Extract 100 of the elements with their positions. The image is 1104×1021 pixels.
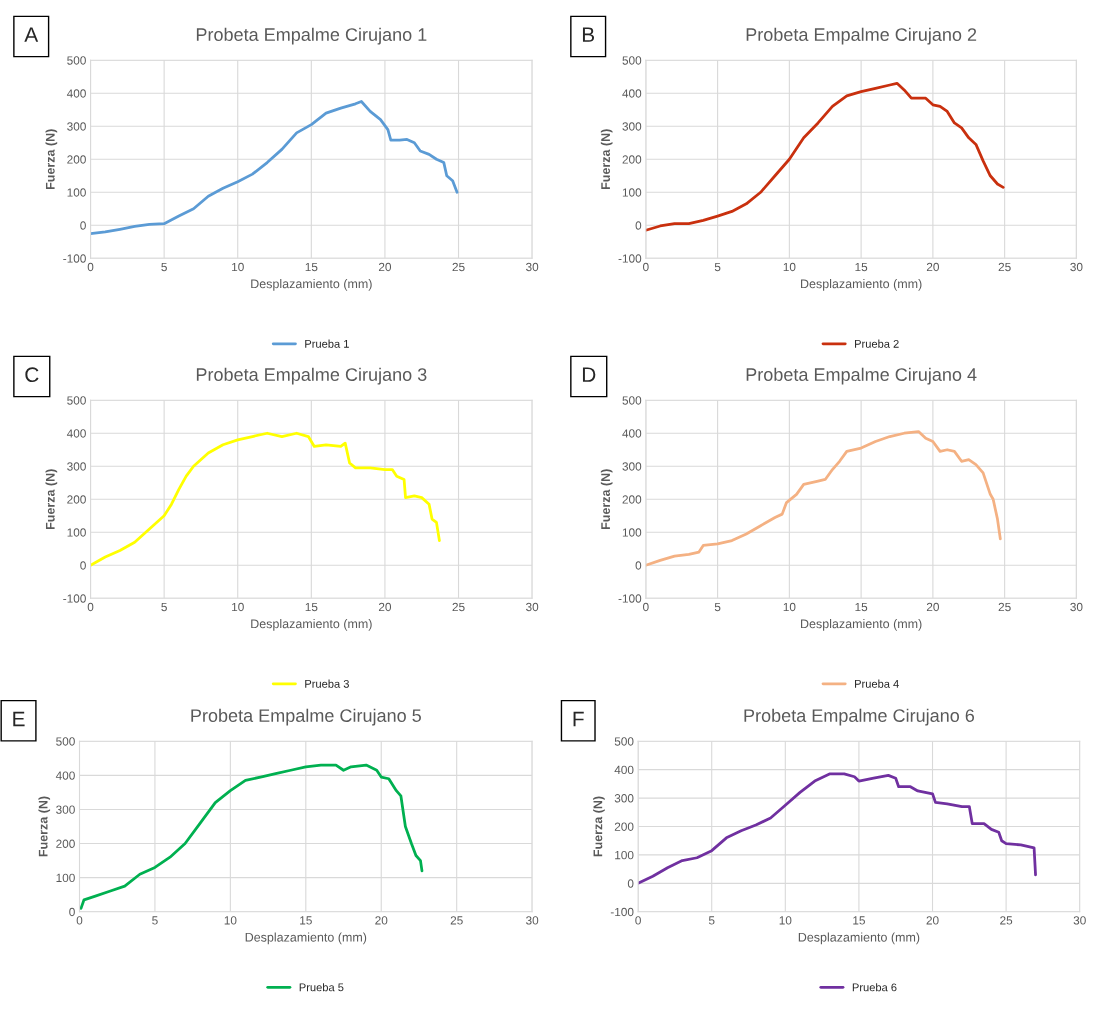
x-tick-label: 20	[926, 602, 939, 612]
y-tick-label: 300	[622, 122, 642, 131]
y-tick-label: 200	[622, 495, 642, 504]
y-tick-label: 100	[67, 188, 86, 197]
x-tick-label: 20	[378, 262, 392, 272]
x-axis-title: Desplazamiento (mm)	[245, 932, 367, 945]
x-tick-label: 10	[232, 262, 244, 272]
x-axis-title: Desplazamiento (mm)	[798, 932, 920, 945]
x-tick-label: 25	[452, 262, 465, 272]
x-tick-label: 30	[526, 262, 539, 272]
y-tick-label: 100	[56, 873, 75, 883]
x-tick-label: 25	[998, 602, 1011, 612]
y-tick-label: 0	[80, 221, 86, 230]
x-tick-label: 5	[708, 916, 715, 925]
x-tick-label: 15	[300, 916, 312, 925]
x-tick-label: 15	[855, 262, 868, 272]
y-tick-label: 200	[622, 155, 642, 164]
line-series	[638, 772, 1037, 885]
x-tick-label: 30	[1070, 602, 1083, 612]
legend-label: Prueba 1	[305, 339, 349, 348]
x-axis-title: Desplazamiento (mm)	[251, 279, 372, 291]
text: E	[13, 711, 25, 727]
y-tick-label: 500	[56, 737, 75, 746]
x-tick-label: 0	[87, 602, 94, 612]
x-tick-label: 0	[87, 262, 94, 272]
y-tick-label: -100	[618, 254, 642, 263]
x-tick-label: 30	[1073, 916, 1086, 925]
y-tick-label: 400	[55, 771, 75, 780]
y-tick-label: 300	[622, 462, 642, 471]
y-tick-label: 100	[615, 850, 634, 860]
y-tick-label: 200	[614, 822, 634, 831]
x-tick-label: 15	[853, 916, 865, 925]
chart-title: Probeta Empalme Cirujano 4	[746, 367, 977, 385]
y-axis-title: Fuerza (N)	[45, 129, 58, 189]
chart-title: Probeta Empalme Cirujano 1	[196, 27, 427, 45]
y-tick-label: 500	[614, 737, 634, 746]
x-axis-title: Desplazamiento (mm)	[801, 619, 922, 631]
y-tick-label: 500	[67, 396, 86, 405]
y-tick-label: 0	[80, 561, 86, 570]
y-tick-label: 100	[622, 188, 642, 197]
text: D	[582, 367, 596, 382]
y-tick-label: 200	[67, 495, 86, 504]
y-tick-label: 400	[66, 89, 86, 98]
y-tick-label: 200	[56, 839, 75, 848]
text: A	[24, 27, 39, 42]
x-tick-label: 10	[232, 602, 244, 612]
x-tick-label: 30	[1070, 262, 1083, 272]
y-axis-title: Fuerza (N)	[600, 129, 613, 189]
chart-title: Probeta Empalme Cirujano 6	[744, 708, 975, 726]
chart-title: Probeta Empalme Cirujano 5	[191, 708, 421, 726]
y-tick-label: 300	[67, 462, 86, 471]
x-tick-label: 20	[926, 916, 939, 925]
y-tick-label: 300	[56, 805, 75, 814]
y-tick-label: 400	[614, 765, 634, 775]
x-axis-title: Desplazamiento (mm)	[801, 279, 922, 291]
x-tick-label: 25	[450, 916, 463, 925]
y-tick-label: -100	[63, 594, 86, 603]
line-series	[90, 431, 441, 567]
x-tick-label: 5	[714, 262, 721, 272]
y-tick-label: 300	[614, 794, 634, 803]
x-tick-label: 10	[783, 602, 796, 612]
x-tick-label: 5	[152, 916, 158, 925]
y-axis-title: Fuerza (N)	[38, 796, 51, 857]
y-axis-title: Fuerza (N)	[600, 469, 613, 529]
y-tick-label: -100	[63, 254, 86, 263]
x-tick-label: 20	[378, 602, 392, 612]
y-tick-label: 300	[67, 122, 86, 131]
text: C	[25, 367, 39, 383]
x-tick-label: 25	[998, 262, 1011, 272]
text: F	[573, 711, 584, 727]
y-tick-label: 500	[622, 56, 642, 65]
y-tick-label: 0	[627, 879, 634, 888]
x-tick-label: 10	[779, 916, 792, 925]
legend-label: Prueba 5	[299, 983, 344, 992]
x-tick-label: 20	[375, 916, 388, 925]
x-tick-label: 10	[224, 916, 237, 925]
x-tick-label: 0	[643, 262, 649, 272]
y-tick-label: 100	[67, 528, 86, 537]
y-tick-label: 0	[635, 561, 642, 570]
chart-title: Probeta Empalme Cirujano 3	[196, 367, 427, 385]
x-tick-label: 15	[305, 602, 318, 612]
x-axis-title: Desplazamiento (mm)	[251, 619, 372, 631]
y-tick-label: 0	[635, 221, 642, 230]
x-tick-label: 5	[714, 602, 721, 612]
chart-title: Probeta Empalme Cirujano 2	[746, 27, 977, 45]
y-tick-label: 100	[622, 528, 642, 537]
x-tick-label: 25	[1000, 916, 1013, 925]
x-tick-label: 10	[783, 262, 796, 272]
x-tick-label: 25	[452, 602, 465, 612]
x-tick-label: 0	[643, 602, 649, 612]
y-tick-label: -100	[618, 594, 642, 603]
x-tick-label: 5	[161, 262, 167, 272]
legend-label: Prueba 3	[305, 679, 349, 688]
legend-label: Prueba 4	[855, 679, 899, 688]
line-series	[79, 763, 424, 910]
line-series	[645, 430, 1002, 567]
y-tick-label: 500	[67, 56, 86, 65]
x-tick-label: 30	[526, 602, 539, 612]
y-tick-label: 400	[622, 89, 642, 98]
y-tick-label: -100	[610, 907, 634, 917]
